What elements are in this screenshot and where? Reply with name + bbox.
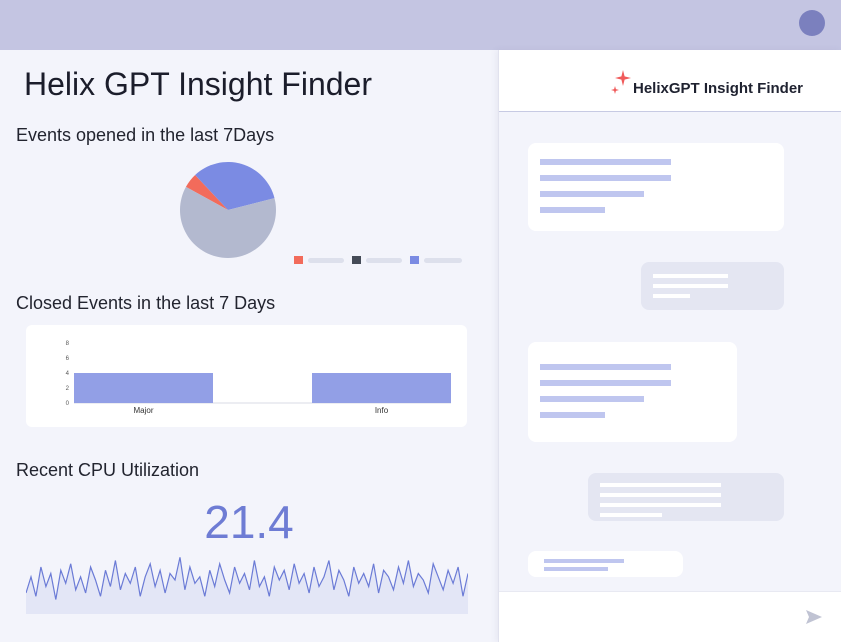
x-tick-label: Info (375, 406, 389, 415)
text-line-placeholder (653, 284, 728, 288)
cpu-value: 21.4 (204, 496, 294, 548)
assistant-message (528, 551, 683, 577)
text-line-placeholder (540, 191, 644, 197)
pie-slice (180, 186, 276, 258)
text-line-placeholder (600, 513, 662, 517)
user-message (641, 262, 784, 310)
text-line-placeholder (540, 159, 671, 165)
chat-header: HelixGPT Insight Finder (499, 50, 841, 112)
y-tick-label: 0 (66, 401, 70, 407)
text-line-placeholder (544, 567, 608, 571)
pie-legend (294, 255, 464, 265)
text-line-placeholder (540, 364, 671, 370)
assistant-message (528, 143, 784, 231)
chat-input[interactable] (499, 591, 841, 642)
avatar[interactable] (799, 10, 825, 36)
sparkline-area (26, 557, 468, 614)
pie-slice (185, 175, 228, 210)
user-message (588, 473, 784, 521)
x-tick-label: Major (133, 406, 153, 415)
closed-events-bar-chart: 0 2 4 6 8 Major Info (66, 341, 451, 415)
bar (312, 373, 451, 403)
bar (74, 373, 213, 403)
text-line-placeholder (600, 483, 721, 487)
closed-events-title: Closed Events in the last 7 Days (16, 293, 276, 313)
cpu-sparkline (26, 557, 468, 614)
send-icon[interactable] (806, 610, 822, 624)
text-line-placeholder (540, 396, 644, 402)
closed-events-card: 0 2 4 6 8 Major Info (26, 325, 467, 427)
dashboard-panel: Helix GPT Insight Finder Events opened i… (0, 50, 498, 642)
legend-swatch (352, 256, 361, 264)
legend-label-placeholder (366, 258, 402, 263)
text-line-placeholder (540, 207, 605, 213)
events-opened-title: Events opened in the last 7Days (16, 125, 275, 145)
text-line-placeholder (540, 412, 605, 418)
assistant-message (528, 342, 737, 442)
chat-panel: HelixGPT Insight Finder (498, 50, 841, 642)
text-line-placeholder (540, 175, 671, 181)
text-line-placeholder (540, 380, 671, 386)
y-tick-label: 2 (66, 386, 70, 392)
text-line-placeholder (600, 493, 721, 497)
chat-title: HelixGPT Insight Finder (633, 80, 804, 97)
pie-slice (195, 162, 275, 210)
text-line-placeholder (653, 274, 728, 278)
legend-label-placeholder (424, 258, 462, 263)
sparkle-icon (611, 70, 631, 94)
y-tick-label: 4 (66, 371, 70, 377)
y-tick-label: 8 (66, 341, 70, 347)
legend-swatch (294, 256, 303, 264)
legend-swatch (410, 256, 419, 264)
text-line-placeholder (544, 559, 624, 563)
sparkline-series (26, 557, 468, 600)
top-bar (0, 0, 841, 50)
page-title: Helix GPT Insight Finder (24, 66, 372, 102)
cpu-title: Recent CPU Utilization (16, 460, 200, 480)
text-line-placeholder (600, 503, 721, 507)
legend-label-placeholder (308, 258, 344, 263)
text-line-placeholder (653, 294, 690, 298)
y-tick-label: 6 (66, 356, 70, 362)
events-pie-chart (180, 162, 276, 258)
